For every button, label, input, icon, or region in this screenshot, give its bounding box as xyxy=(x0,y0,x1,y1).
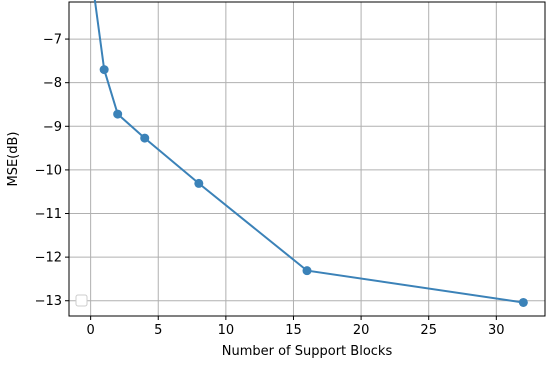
y-tick-label: −11 xyxy=(35,207,62,222)
data-point xyxy=(302,266,312,276)
x-tick-label: 10 xyxy=(218,323,235,338)
x-tick-label: 25 xyxy=(420,323,437,338)
y-tick-label: −12 xyxy=(35,251,62,266)
y-tick-label: −8 xyxy=(43,76,62,91)
y-tick-label: −13 xyxy=(35,294,62,309)
plot-area-frame xyxy=(68,1,546,317)
x-axis-label: Number of Support Blocks xyxy=(222,344,393,359)
x-tick-label: 5 xyxy=(154,323,162,338)
series-layer xyxy=(93,0,528,307)
x-tick-label: 20 xyxy=(353,323,370,338)
x-tick-label: 0 xyxy=(86,323,94,338)
x-tick-label: 30 xyxy=(488,323,505,338)
y-tick-label: −6 xyxy=(43,0,62,4)
data-point xyxy=(140,133,150,143)
axis-ticks: 0 5 10 15 20 25 30 −13 −12 −11 −10 −9 −8 −7 −6 xyxy=(35,0,505,338)
y-axis-label: MSE(dB) xyxy=(6,132,21,187)
y-tick-label: −9 xyxy=(43,120,62,135)
x-tick-label: 15 xyxy=(285,323,302,338)
y-tick-label: −10 xyxy=(35,163,62,178)
legend-empty-box xyxy=(75,294,88,307)
data-point xyxy=(194,178,204,188)
y-tick-label: −7 xyxy=(43,33,62,48)
data-point xyxy=(518,297,528,307)
grid xyxy=(69,2,545,316)
data-point xyxy=(99,65,109,75)
data-point xyxy=(113,109,123,119)
